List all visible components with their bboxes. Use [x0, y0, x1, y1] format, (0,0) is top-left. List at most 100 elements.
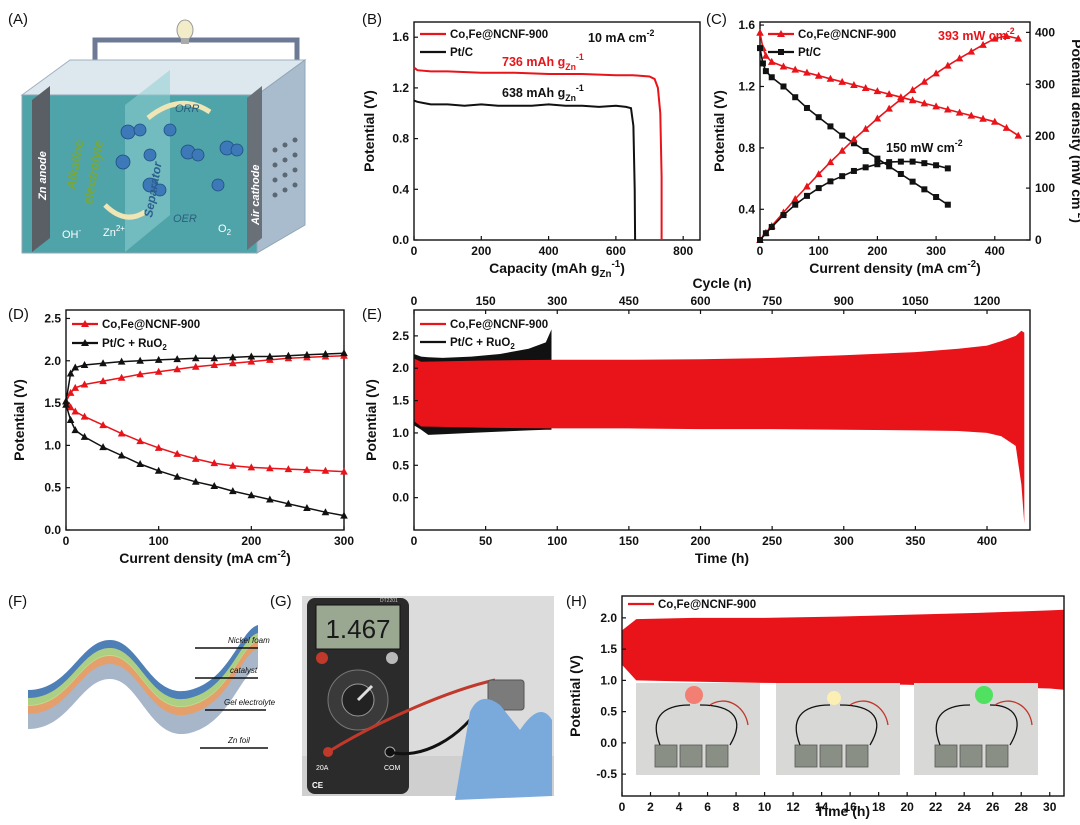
x-tick-label: 350: [905, 534, 925, 548]
series-marker-0: [826, 74, 835, 82]
x-tick-label: 0: [757, 244, 764, 258]
series-marker-3: [173, 472, 181, 480]
x-tick-label: 26: [986, 800, 1000, 814]
series-band-1: [414, 330, 1025, 524]
series-marker-2: [247, 352, 256, 360]
series-marker-1: [210, 459, 219, 467]
x-tick-label: 4: [676, 800, 683, 814]
x-axis-label: Capacity (mAh gZn-1): [489, 259, 625, 280]
x-tick-label: 10: [758, 800, 772, 814]
panel-g: 1.467 DT2201 20A COM CE: [302, 596, 554, 800]
x-tick-label: 100: [547, 534, 567, 548]
series-marker-1: [71, 407, 80, 415]
series-marker-3: [897, 158, 904, 165]
y-tick-label: 0.5: [392, 458, 409, 472]
x-tick-label: 400: [539, 244, 559, 258]
series-marker-3: [340, 511, 348, 519]
series-marker-1: [173, 449, 181, 457]
series-marker-0: [117, 373, 126, 381]
com-label: COM: [384, 765, 401, 772]
series-marker-1: [117, 429, 126, 437]
y-tick-label: 0.0: [600, 736, 617, 750]
series-marker-0: [1014, 131, 1023, 139]
y-tick-label: 0.5: [44, 481, 61, 495]
series-marker-0: [767, 57, 776, 65]
series-marker-3: [886, 159, 893, 166]
y-tick-label: 0.4: [392, 182, 409, 196]
series-marker-3: [874, 161, 881, 168]
x-tick-label: 18: [872, 800, 886, 814]
series-line-1: [759, 47, 949, 206]
series-marker-0: [136, 370, 144, 378]
power-button[interactable]: [316, 652, 328, 664]
series-marker-2: [340, 349, 348, 357]
nickel-foam-layer: [28, 625, 258, 707]
series-marker-0: [71, 383, 80, 391]
series-marker-3: [117, 451, 126, 459]
o2-label: O2: [218, 223, 232, 237]
legend-item-red: Co,Fe@NCNF-900: [450, 319, 548, 331]
orr-label: ORR: [175, 103, 200, 115]
battery-cell: [487, 679, 525, 711]
series-marker-0: [932, 102, 940, 110]
series-marker-2: [955, 54, 964, 62]
series-marker-2: [99, 359, 107, 367]
series-marker-1: [815, 114, 822, 121]
series-marker-2: [908, 85, 917, 93]
series-marker-0: [154, 367, 163, 375]
plot-frame: [65, 309, 345, 531]
series-marker-2: [321, 350, 330, 357]
y-tick-label: 0.5: [600, 705, 617, 719]
x-tick-label: 6: [704, 800, 711, 814]
series-marker-3: [210, 482, 219, 489]
series-marker-0: [885, 90, 893, 98]
plot-frame: [413, 309, 1031, 531]
series-line-2: [65, 352, 345, 402]
led-yellow: [827, 691, 841, 705]
series-marker-1: [792, 94, 799, 101]
panel-c-label: (C): [706, 11, 727, 28]
hold-button[interactable]: [386, 652, 398, 664]
series-marker-1: [921, 186, 928, 193]
ce-label: CE: [312, 781, 324, 790]
series-marker-3: [792, 201, 799, 208]
series-marker-0: [66, 388, 75, 396]
series-marker-3: [944, 165, 951, 172]
series-marker-1: [768, 74, 775, 81]
series-marker-2: [850, 135, 858, 143]
y-tick-label: 2.5: [44, 311, 61, 325]
y-tick-label: 2.0: [392, 361, 409, 375]
series-marker-0: [247, 357, 256, 365]
chart-h: 0 2 4 6 8 10 12 14 16 18 20 22 24 26 28 30-0.50.00.51.0…: [567, 595, 1065, 819]
x-tick-label: 300: [334, 534, 354, 548]
series-marker-0: [838, 77, 846, 85]
series-marker-3: [229, 487, 237, 495]
y2-axis-label: Potential density (mW cm-2): [1069, 39, 1080, 223]
series-marker-2: [990, 34, 999, 42]
legend-item-black: Pt/C + RuO2: [450, 337, 515, 351]
series-marker-0: [979, 114, 987, 122]
series-marker-1: [99, 421, 107, 429]
led-red: [685, 686, 703, 704]
x2-tick-label: 0: [411, 294, 418, 308]
plot-frame: [759, 21, 1031, 241]
series-marker-1: [80, 412, 89, 420]
series-marker-0: [80, 380, 89, 388]
series-marker-1: [886, 163, 893, 170]
series-marker-3: [99, 443, 107, 451]
x2-tick-label: 150: [476, 294, 496, 308]
panel-f-label: (F): [8, 593, 27, 610]
y-tick-label: 0.8: [738, 141, 755, 155]
series-marker-1: [266, 464, 274, 472]
series-line-1: [65, 400, 345, 473]
x-tick-label: 150: [619, 534, 639, 548]
y-tick-label: 1.6: [738, 18, 755, 32]
cathode-holes: [272, 137, 298, 198]
series-marker-2: [191, 354, 200, 362]
annotation-red-capacity: 736 mAh gZn-1: [502, 52, 584, 72]
series-marker-1: [803, 104, 810, 111]
x-tick-label: 14: [815, 800, 829, 814]
x-axis-label: Time (h): [695, 550, 749, 566]
series-marker-2: [814, 170, 823, 178]
